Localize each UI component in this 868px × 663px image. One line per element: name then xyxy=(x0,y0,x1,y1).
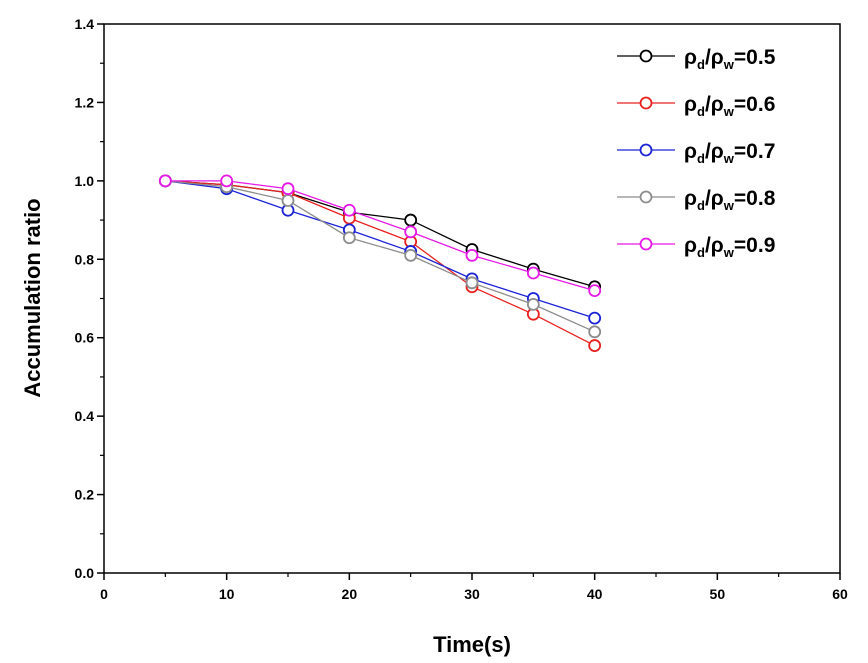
legend-subscript: d xyxy=(697,245,705,260)
legend-subscript: d xyxy=(697,198,705,213)
y-tick-label: 0.8 xyxy=(75,251,95,267)
legend-text-part: / xyxy=(705,93,711,116)
legend-text-part: ρ xyxy=(711,93,724,116)
data-point xyxy=(465,276,479,290)
series-5 xyxy=(158,174,602,298)
data-point xyxy=(588,339,602,352)
data-point xyxy=(588,311,602,325)
legend-text-part: ρ xyxy=(711,46,724,69)
legend-item: ρd/ρw=0.5 xyxy=(617,46,776,72)
legend-marker xyxy=(639,96,653,110)
data-point xyxy=(404,225,418,239)
x-tick-label: 20 xyxy=(342,586,358,602)
y-tick-label: 1.2 xyxy=(75,94,95,110)
legend-text-part: =0.6 xyxy=(734,93,775,116)
legend-marker xyxy=(639,49,653,63)
data-point xyxy=(404,248,418,262)
data-point xyxy=(281,194,295,207)
legend-marker xyxy=(639,143,653,157)
legend-text-part: ρ xyxy=(684,93,697,116)
legend-item: ρd/ρw=0.6 xyxy=(617,93,775,119)
data-point xyxy=(220,174,234,188)
series-line xyxy=(165,180,595,333)
legend-text-part: =0.5 xyxy=(734,46,776,69)
data-point xyxy=(526,266,540,280)
y-axis-ticks: 0.0 0.2 0.4 0.6 0.8 1.0 1.2 1.4 xyxy=(75,16,104,581)
data-point xyxy=(158,174,172,188)
legend-subscript: w xyxy=(723,245,735,260)
legend-subscript: w xyxy=(723,151,735,166)
legend-text-part: ρ xyxy=(684,187,697,210)
legend-item: ρd/ρw=0.9 xyxy=(617,234,775,260)
legend-subscript: d xyxy=(697,104,705,119)
legend-text-part: / xyxy=(705,46,711,69)
x-tick-label: 0 xyxy=(100,586,108,602)
legend-text-part: =0.8 xyxy=(734,187,776,210)
legend-text-part: ρ xyxy=(711,140,724,163)
legend-text-part: =0.9 xyxy=(734,234,775,257)
legend-subscript: w xyxy=(723,198,735,213)
legend-text-part: ρ xyxy=(684,234,697,257)
legend-label: ρd/ρw=0.8 xyxy=(684,187,776,213)
y-axis-title: Accumulation ratio xyxy=(20,198,45,397)
data-point xyxy=(342,231,356,245)
legend-text-part: ρ xyxy=(684,140,697,163)
legend-text-part: / xyxy=(705,234,711,257)
legend-marker xyxy=(639,190,653,204)
x-axis-title: Time(s) xyxy=(433,632,511,657)
legend-text-part: ρ xyxy=(711,187,724,210)
series-line xyxy=(165,180,595,347)
legend-subscript: w xyxy=(723,104,735,119)
legend-label: ρd/ρw=0.5 xyxy=(684,46,776,72)
legend-label: ρd/ρw=0.9 xyxy=(684,234,775,260)
legend-marker xyxy=(639,237,653,251)
legend-subscript: d xyxy=(697,57,705,72)
legend-subscript: d xyxy=(697,151,705,166)
x-tick-label: 10 xyxy=(219,586,235,602)
legend-text-part: / xyxy=(705,140,711,163)
legend-text-part: ρ xyxy=(684,46,697,69)
legend-label: ρd/ρw=0.7 xyxy=(684,140,775,166)
x-tick-label: 60 xyxy=(832,586,848,602)
data-point xyxy=(526,297,540,311)
x-tick-label: 50 xyxy=(710,586,726,602)
y-tick-label: 1.4 xyxy=(75,16,95,32)
data-point xyxy=(342,203,356,217)
data-point xyxy=(588,325,602,339)
x-axis-ticks: 0 10 20 30 40 50 60 xyxy=(100,573,848,602)
series-line xyxy=(165,180,595,319)
y-tick-label: 0.0 xyxy=(75,565,95,581)
legend-text-part: ρ xyxy=(711,234,724,257)
legend-text-part: / xyxy=(705,187,711,210)
y-tick-label: 1.0 xyxy=(75,173,95,189)
legend-text-part: =0.7 xyxy=(734,140,775,163)
data-point xyxy=(281,182,295,196)
y-tick-label: 0.2 xyxy=(75,487,95,503)
y-tick-label: 0.4 xyxy=(75,408,95,424)
plot-axes: 0 10 20 30 40 50 60 0.0 0.2 0.4 0.6 0.8 1.0 1.2 1.4 xyxy=(75,16,848,602)
data-point xyxy=(465,248,479,262)
series-layer xyxy=(158,174,602,352)
legend-subscript: w xyxy=(723,57,735,72)
x-tick-label: 30 xyxy=(464,586,480,602)
x-tick-label: 40 xyxy=(587,586,603,602)
legend-label: ρd/ρw=0.6 xyxy=(684,93,775,119)
series-line xyxy=(165,180,595,292)
legend-item: ρd/ρw=0.7 xyxy=(617,140,775,166)
data-point xyxy=(588,284,602,298)
data-point xyxy=(404,213,418,227)
y-tick-label: 0.6 xyxy=(75,330,95,346)
legend-item: ρd/ρw=0.8 xyxy=(617,187,776,213)
legend: ρd/ρw=0.5ρd/ρw=0.6ρd/ρw=0.7ρd/ρw=0.8ρd/ρ… xyxy=(617,46,776,260)
